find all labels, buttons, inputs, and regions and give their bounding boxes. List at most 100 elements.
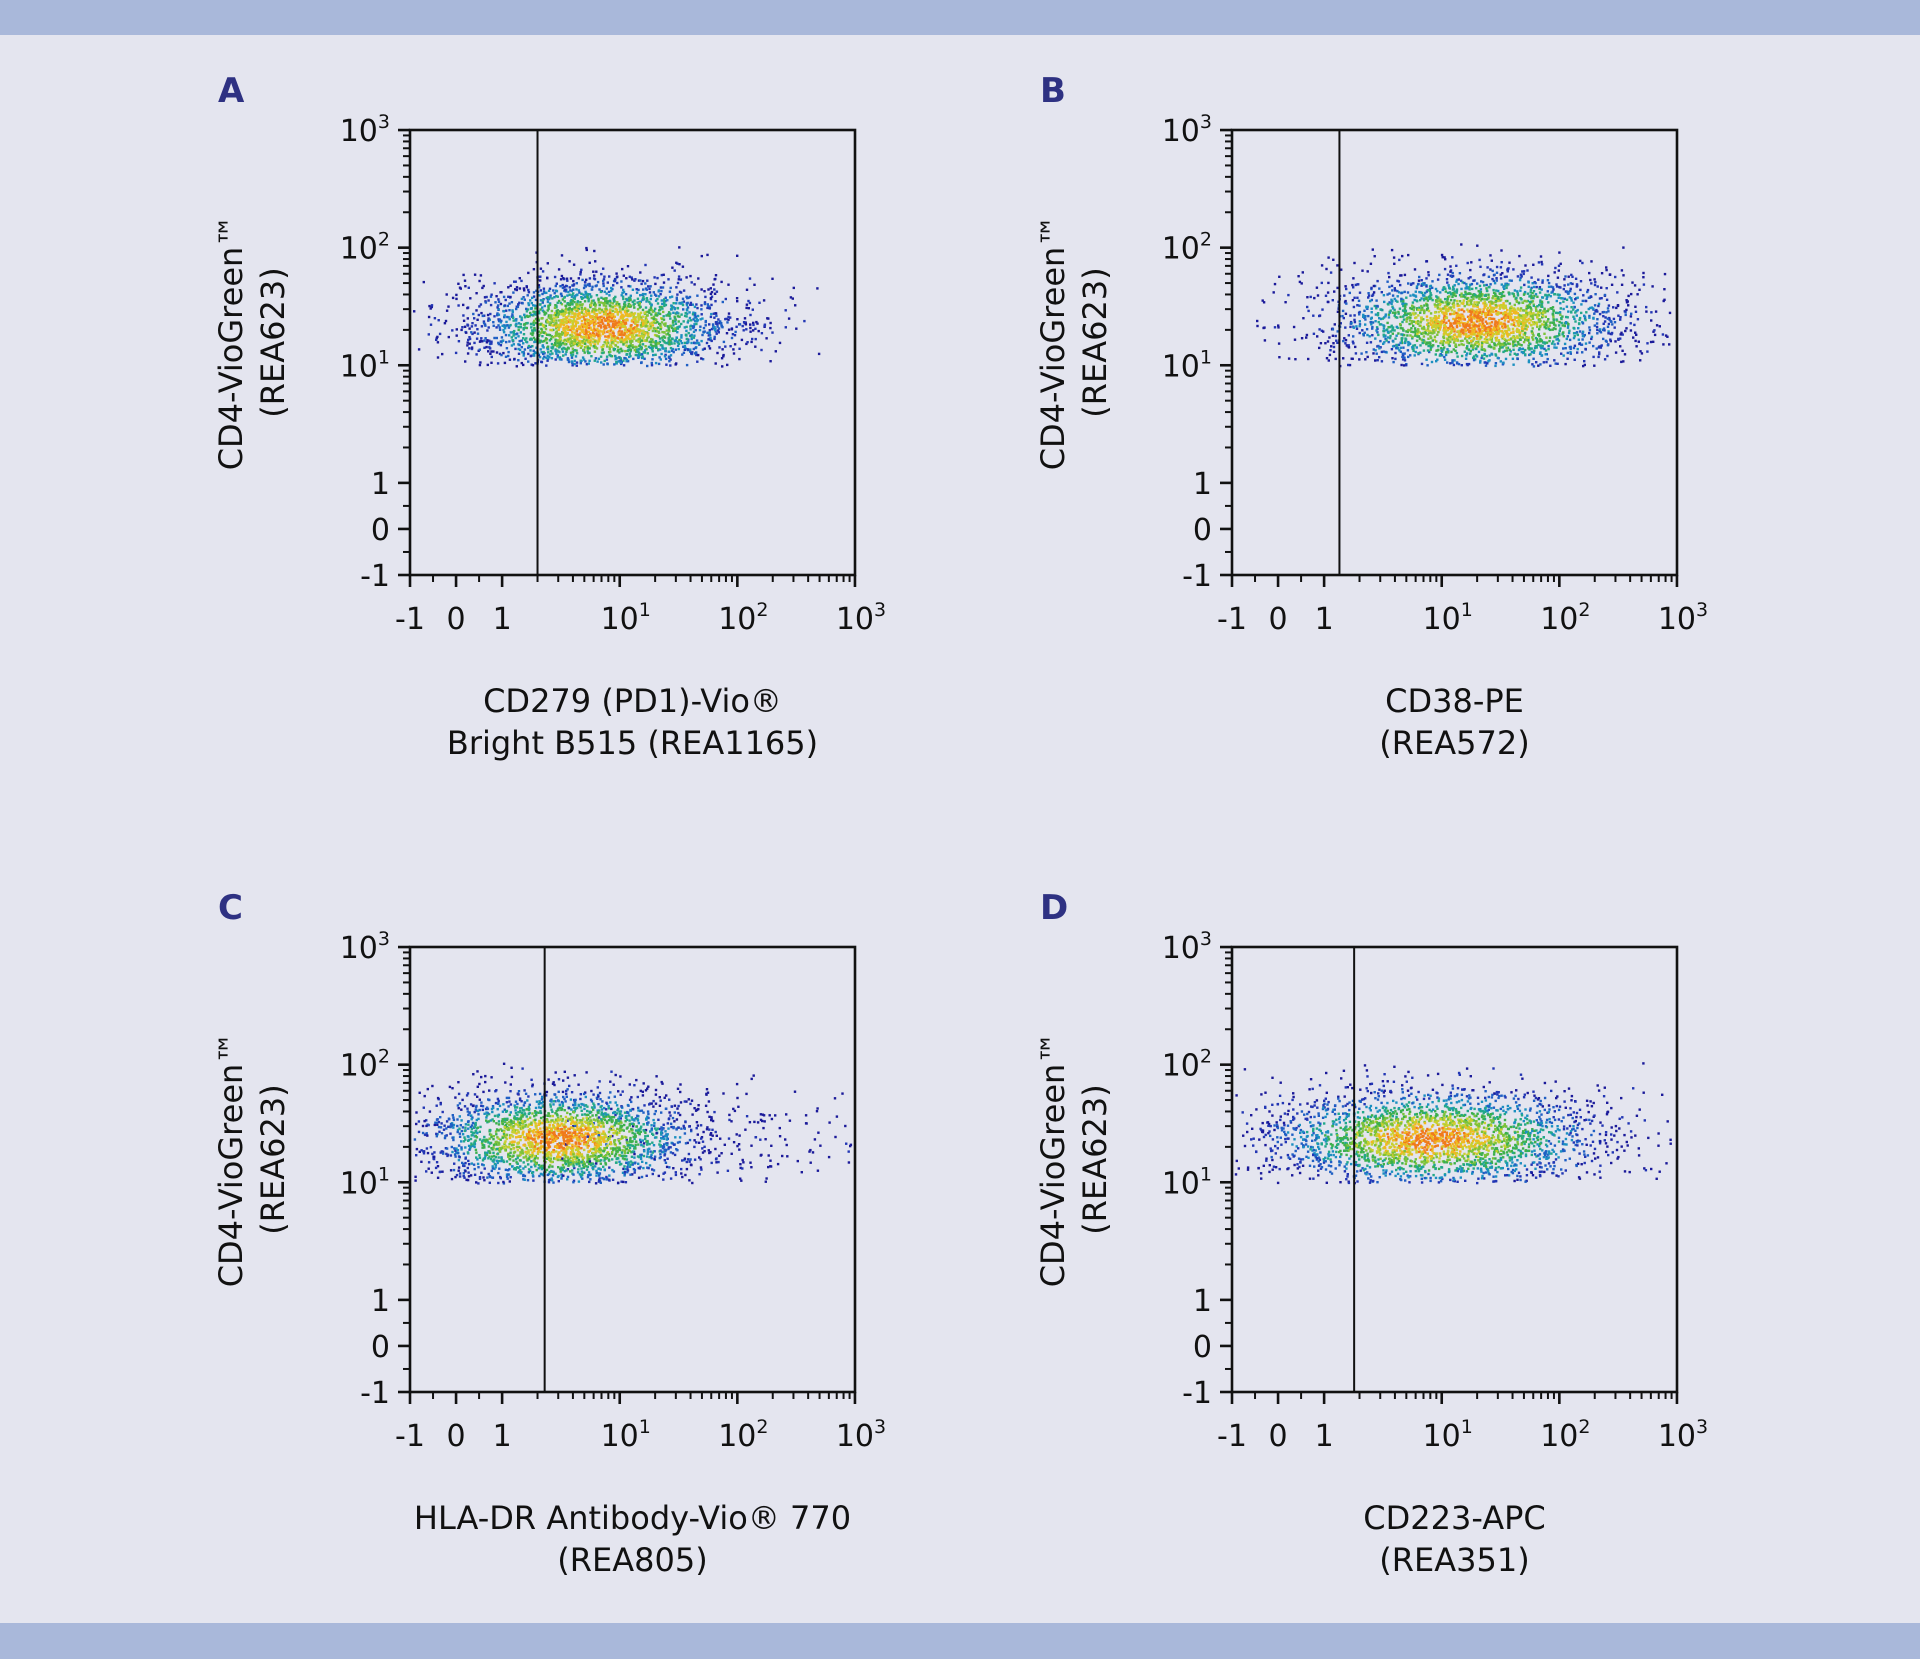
event-dot [627,333,631,337]
event-dot [675,296,678,299]
event-dot [1553,293,1557,296]
event-dot [507,350,510,354]
event-dot [1525,324,1528,327]
event-dot [1439,291,1442,294]
event-dot [1616,304,1620,308]
event-dot [682,351,686,354]
event-dot [1488,322,1492,325]
event-dot [618,305,622,308]
event-dot [650,294,653,297]
event-dot [548,339,552,342]
event-dot [1525,328,1528,331]
event-dot [1348,291,1351,295]
event-dot [511,339,515,342]
event-dot [464,360,467,363]
event-dot [515,286,519,289]
event-dot [1320,329,1324,332]
event-dot [546,354,549,357]
event-dot [553,317,556,320]
event-dot [1539,338,1542,341]
event-dot [1419,291,1422,294]
event-dot [637,288,640,292]
event-dot [678,315,681,318]
event-dot [517,352,521,355]
event-dot [1508,328,1511,331]
event-dot [1344,338,1348,342]
x-tick-label: 1 [493,602,512,637]
event-dot [497,341,500,345]
event-dot [1436,306,1440,309]
event-dot [454,351,458,355]
event-dot [1410,322,1413,325]
event-dot [1482,302,1485,305]
event-dot [708,347,712,350]
event-dot [541,306,544,309]
event-dot [1538,340,1541,343]
event-dot [672,324,675,327]
event-dot [642,329,645,332]
event-dot [1408,329,1412,332]
event-dot [1542,361,1545,364]
event-dot [557,324,560,327]
event-dot [1379,308,1382,311]
event-dot [503,315,506,319]
event-dot [1492,310,1495,314]
event-dot [1374,313,1378,316]
event-dot [1524,353,1527,356]
event-dot [1531,327,1534,330]
event-dot [1522,327,1525,330]
event-dot [576,336,579,339]
event-dot [1489,333,1492,336]
event-dot [602,282,605,285]
event-dot [1525,320,1528,323]
density-points [1256,243,1672,368]
event-dot [1581,261,1584,265]
event-dot [625,344,628,347]
event-dot [648,340,651,343]
event-dot [579,273,582,276]
event-dot [676,340,679,343]
event-dot [1515,310,1518,313]
event-dot [498,352,502,356]
event-dot [1576,351,1579,354]
event-dot [656,326,660,329]
event-dot [1389,334,1392,338]
event-dot [473,273,477,276]
event-dot [1535,341,1538,344]
event-dot [569,342,572,346]
event-dot [575,364,578,367]
event-dot [1508,317,1512,320]
event-dot [1443,318,1446,321]
event-dot [1455,264,1458,267]
event-dot [1378,347,1381,350]
event-dot [1412,324,1415,327]
event-dot [664,357,668,361]
event-dot [565,322,568,325]
event-dot [1480,345,1484,349]
event-dot [727,283,730,286]
event-dot [1540,303,1543,307]
event-dot [530,301,533,305]
event-dot [1461,339,1464,342]
event-dot [1331,299,1334,302]
event-dot [513,280,516,283]
event-dot [1488,329,1492,332]
event-dot [555,295,558,298]
event-dot [596,340,600,343]
event-dot [593,327,596,331]
event-dot [613,315,616,318]
event-dot [539,299,543,302]
event-dot [693,320,697,323]
event-dot [1327,300,1330,304]
event-dot [564,334,567,337]
event-dot [594,260,597,263]
event-dot [1503,284,1506,288]
event-dot [1642,283,1646,286]
event-dot [1588,316,1591,319]
event-dot [542,290,546,293]
event-dot [555,309,558,313]
event-dot [502,324,506,327]
event-dot [607,335,610,338]
event-dot [618,359,621,363]
event-dot [580,315,584,318]
